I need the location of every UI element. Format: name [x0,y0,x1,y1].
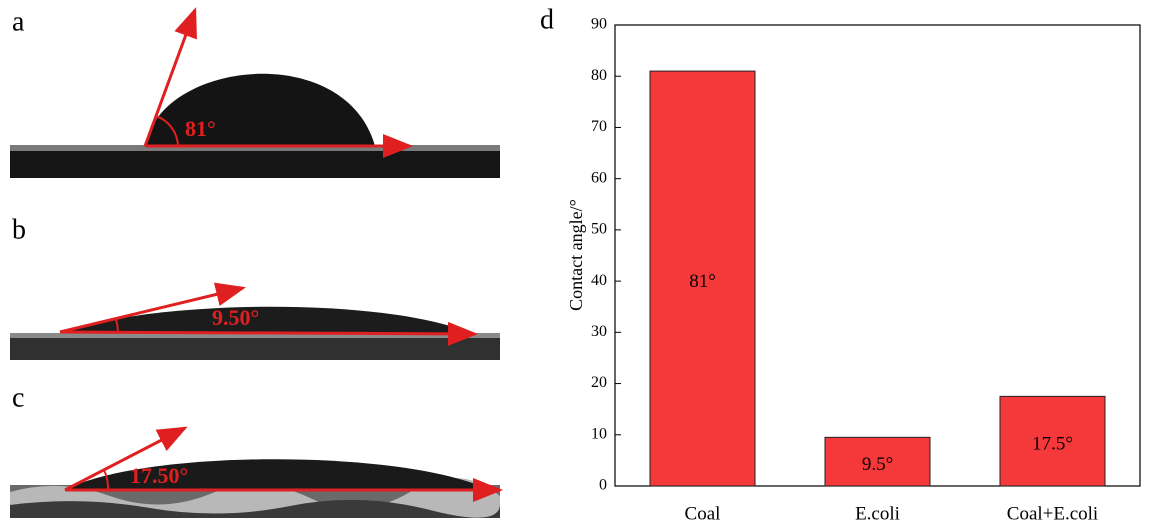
y-axis-label: Contact angle/° [566,199,586,311]
angle-label: 17.50° [130,463,188,488]
x-tick-label: Coal [685,503,721,524]
droplet [60,306,470,333]
droplet [145,73,375,146]
y-tick-label: 50 [591,221,607,238]
y-tick-label: 80 [591,67,607,84]
panel-a: a 81° [10,6,500,178]
panel-label: b [12,214,26,245]
y-tick-label: 30 [591,323,607,340]
arrow [59,282,246,334]
value-label: 9.5° [862,454,893,475]
y-tick-label: 0 [599,477,607,494]
y-tick-label: 60 [591,169,607,186]
angle-label: 81° [185,116,216,141]
y-tick-label: 70 [591,118,607,135]
angle-arc [115,318,119,334]
arrow [143,7,197,147]
droplet [65,459,490,490]
panel-b: b 9.50° [10,214,500,360]
angle-arc [103,469,110,491]
substrate-edge [10,333,500,338]
angle-label: 9.50° [212,305,259,330]
arrow [64,426,188,492]
angle-arc [155,115,179,147]
bar [999,395,1106,487]
y-tick-label: 40 [591,272,607,289]
substrate-edge [10,145,500,151]
y-tick-label: 20 [591,374,607,391]
y-tick-label: 10 [591,425,607,442]
bar [824,436,931,487]
value-label: 17.5° [1032,434,1073,455]
panel-label: a [12,6,25,37]
value-label: 81° [689,271,716,292]
arrow [59,321,478,346]
panel-c: c 17.50° [10,382,503,518]
y-tick-label: 90 [591,16,607,33]
substrate-texture [10,499,500,518]
panel-label: c [12,382,24,413]
panel-label: d [540,4,554,35]
x-tick-label: Coal+E.coli [1007,503,1098,524]
bar [649,70,756,487]
x-tick-label: E.coli [855,503,900,524]
